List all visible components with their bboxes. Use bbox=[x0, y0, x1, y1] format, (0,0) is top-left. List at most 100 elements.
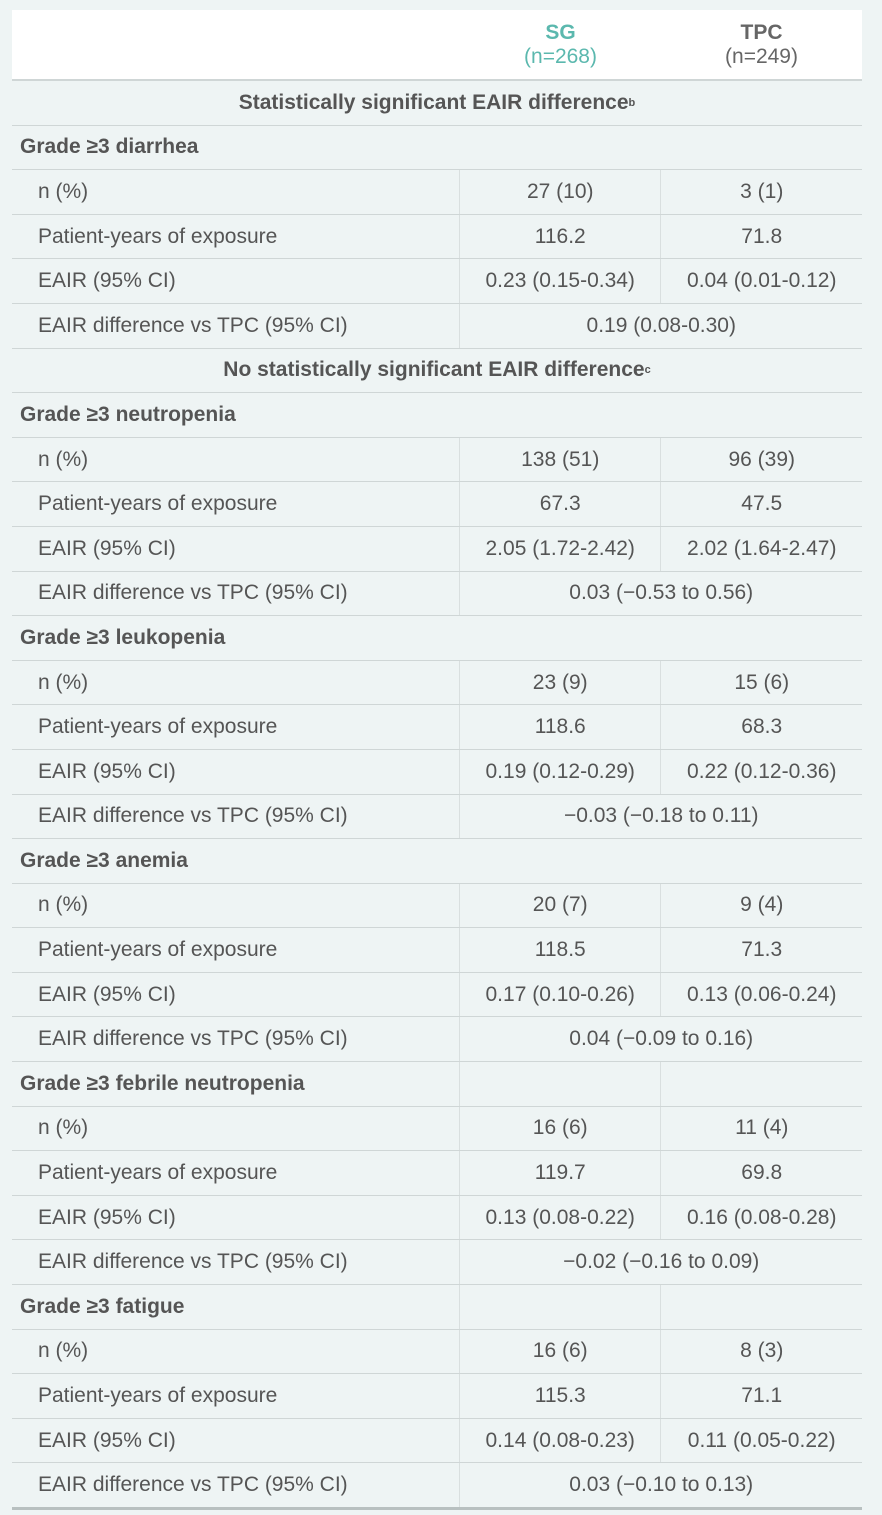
tpc-value: 9 (4) bbox=[660, 883, 862, 928]
table-row: EAIR difference vs TPC (95% CI) 0.19 (0.0… bbox=[12, 303, 862, 349]
eair-difference-value: −0.02 (−0.16 to 0.09) bbox=[459, 1240, 862, 1285]
table-row: EAIR (95% CI) 0.17 (0.10-0.26) 0.13 (0.06-… bbox=[12, 972, 862, 1018]
row-label: n (%) bbox=[38, 893, 89, 917]
section-title: Statistically significant EAIR differenc… bbox=[12, 81, 862, 125]
tpc-label: TPC bbox=[740, 21, 783, 44]
table-row: Patient-years of exposure 118.6 68.3 bbox=[12, 705, 862, 750]
table-row: n (%) 16 (6) 8 (3) bbox=[12, 1329, 862, 1375]
empty-cell bbox=[660, 1285, 862, 1329]
group-row: Grade ≥3 anemia bbox=[12, 839, 862, 884]
table-row: EAIR difference vs TPC (95% CI) 0.04 (−0.… bbox=[12, 1017, 862, 1063]
tpc-value: 71.3 bbox=[660, 928, 862, 972]
row-label: EAIR (95% CI) bbox=[38, 982, 176, 1006]
tpc-value: 71.8 bbox=[660, 214, 862, 259]
table-row: n (%) 20 (7) 9 (4) bbox=[12, 883, 862, 929]
row-label: n (%) bbox=[38, 1339, 89, 1363]
row-label: EAIR difference vs TPC (95% CI) bbox=[38, 313, 348, 337]
tpc-value: 11 (4) bbox=[660, 1106, 862, 1151]
row-label: EAIR difference vs TPC (95% CI) bbox=[38, 1250, 348, 1274]
row-label: EAIR (95% CI) bbox=[38, 536, 176, 560]
tpc-value: 47.5 bbox=[660, 482, 862, 526]
eair-difference-value: 0.04 (−0.09 to 0.16) bbox=[459, 1017, 862, 1062]
group-title: Grade ≥3 neutropenia bbox=[20, 402, 236, 426]
tpc-value: 0.22 (0.12-0.36) bbox=[660, 749, 862, 794]
table-row: EAIR difference vs TPC (95% CI) 0.03 (−0.… bbox=[12, 1463, 862, 1510]
group-row: Grade ≥3 diarrhea bbox=[12, 126, 862, 171]
sg-value: 27 (10) bbox=[458, 170, 661, 214]
row-label: Patient-years of exposure bbox=[38, 938, 278, 962]
group-row: Grade ≥3 febrile neutropenia bbox=[12, 1062, 862, 1107]
sg-value: 16 (6) bbox=[458, 1329, 661, 1374]
sg-value: 20 (7) bbox=[458, 883, 661, 928]
table-row: n (%) 23 (9) 15 (6) bbox=[12, 660, 862, 706]
group-title: Grade ≥3 anemia bbox=[20, 848, 188, 872]
row-label: EAIR difference vs TPC (95% CI) bbox=[38, 1027, 348, 1051]
group-row: Grade ≥3 fatigue bbox=[12, 1285, 862, 1330]
row-label: EAIR difference vs TPC (95% CI) bbox=[38, 1473, 348, 1497]
tpc-n: (n=249) bbox=[725, 45, 798, 68]
sg-n: (n=268) bbox=[524, 45, 597, 68]
sg-value: 115.3 bbox=[458, 1374, 661, 1418]
row-label: n (%) bbox=[38, 179, 89, 203]
group-title: Grade ≥3 febrile neutropenia bbox=[20, 1071, 305, 1095]
table-row: Patient-years of exposure 115.3 71.1 bbox=[12, 1374, 862, 1419]
tpc-value: 71.1 bbox=[660, 1374, 862, 1418]
row-label: Patient-years of exposure bbox=[38, 224, 278, 248]
sg-value: 2.05 (1.72-2.42) bbox=[458, 526, 661, 571]
table-row: EAIR difference vs TPC (95% CI) −0.02 (−0… bbox=[12, 1240, 862, 1286]
tpc-value: 2.02 (1.64-2.47) bbox=[660, 526, 862, 571]
section-row: Statistically significant EAIR differenc… bbox=[12, 81, 862, 126]
group-row: Grade ≥3 leukopenia bbox=[12, 616, 862, 661]
table-row: EAIR (95% CI) 0.14 (0.08-0.23) 0.11 (0.05-… bbox=[12, 1418, 862, 1464]
table-row: EAIR (95% CI) 0.23 (0.15-0.34) 0.04 (0.01-… bbox=[12, 259, 862, 304]
group-title: Grade ≥3 fatigue bbox=[20, 1294, 185, 1318]
row-label: EAIR (95% CI) bbox=[38, 1205, 176, 1229]
header-tpc: TPC (n=249) bbox=[661, 10, 862, 79]
sg-value: 67.3 bbox=[458, 482, 661, 526]
sg-value: 116.2 bbox=[458, 214, 661, 259]
group-title: Grade ≥3 diarrhea bbox=[20, 135, 199, 159]
row-label: EAIR (95% CI) bbox=[38, 1428, 176, 1452]
table-row: EAIR (95% CI) 2.05 (1.72-2.42) 2.02 (1.64-… bbox=[12, 526, 862, 572]
eair-difference-value: −0.03 (−0.18 to 0.11) bbox=[459, 794, 862, 839]
sg-value: 0.23 (0.15-0.34) bbox=[458, 259, 661, 303]
section-row: No statistically significant EAIR differ… bbox=[12, 349, 862, 394]
empty-cell bbox=[458, 1285, 661, 1329]
section-title: No statistically significant EAIR differ… bbox=[12, 349, 862, 393]
tpc-value: 96 (39) bbox=[660, 437, 862, 482]
table-row: n (%) 27 (10) 3 (1) bbox=[12, 170, 862, 215]
table-row: Patient-years of exposure 67.3 47.5 bbox=[12, 482, 862, 527]
row-label: n (%) bbox=[38, 447, 89, 471]
row-label: EAIR difference vs TPC (95% CI) bbox=[38, 804, 348, 828]
footnote-marker: c bbox=[644, 364, 651, 377]
row-label: Patient-years of exposure bbox=[38, 715, 278, 739]
tpc-value: 0.13 (0.06-0.24) bbox=[660, 972, 862, 1017]
sg-value: 0.13 (0.08-0.22) bbox=[458, 1195, 661, 1240]
sg-value: 0.14 (0.08-0.23) bbox=[458, 1418, 661, 1463]
row-label: EAIR difference vs TPC (95% CI) bbox=[38, 581, 348, 605]
eair-difference-value: 0.03 (−0.53 to 0.56) bbox=[459, 571, 862, 616]
table-row: n (%) 138 (51) 96 (39) bbox=[12, 437, 862, 483]
group-title: Grade ≥3 leukopenia bbox=[20, 625, 226, 649]
row-label: n (%) bbox=[38, 670, 89, 694]
eair-difference-value: 0.19 (0.08-0.30) bbox=[459, 303, 862, 348]
tpc-value: 0.11 (0.05-0.22) bbox=[660, 1418, 862, 1463]
sg-value: 0.19 (0.12-0.29) bbox=[458, 749, 661, 794]
header-sg: SG (n=268) bbox=[460, 10, 661, 79]
sg-value: 138 (51) bbox=[458, 437, 661, 482]
footnote-marker: b bbox=[628, 96, 636, 109]
empty-cell bbox=[458, 1062, 661, 1106]
header-empty-cell bbox=[12, 10, 460, 79]
tpc-value: 15 (6) bbox=[660, 660, 862, 705]
table-row: n (%) 16 (6) 11 (4) bbox=[12, 1106, 862, 1152]
tpc-value: 8 (3) bbox=[660, 1329, 862, 1374]
table-row: EAIR (95% CI) 0.13 (0.08-0.22) 0.16 (0.08-… bbox=[12, 1195, 862, 1241]
row-label: EAIR (95% CI) bbox=[38, 759, 176, 783]
row-label: Patient-years of exposure bbox=[38, 1161, 278, 1185]
row-label: EAIR (95% CI) bbox=[38, 269, 176, 293]
eair-table: SG (n=268) TPC (n=249) Statistically sig… bbox=[12, 10, 862, 1510]
sg-value: 119.7 bbox=[458, 1151, 661, 1195]
tpc-value: 3 (1) bbox=[660, 170, 862, 214]
row-label: Patient-years of exposure bbox=[38, 1384, 278, 1408]
table-row: EAIR (95% CI) 0.19 (0.12-0.29) 0.22 (0.12-… bbox=[12, 749, 862, 795]
